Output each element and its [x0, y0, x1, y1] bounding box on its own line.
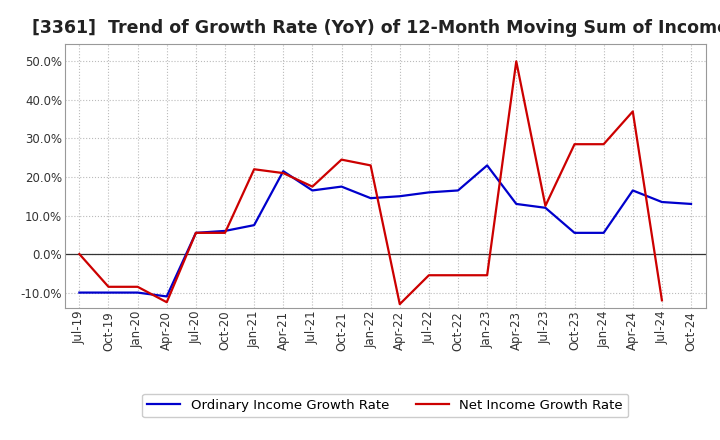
Ordinary Income Growth Rate	[687, 202, 696, 207]
Ordinary Income Growth Rate	[395, 194, 404, 199]
Ordinary Income Growth Rate	[512, 202, 521, 207]
Net Income Growth Rate	[629, 109, 637, 114]
Ordinary Income Growth Rate	[425, 190, 433, 195]
Ordinary Income Growth Rate	[337, 184, 346, 189]
Ordinary Income Growth Rate	[570, 230, 579, 235]
Net Income Growth Rate	[657, 297, 666, 303]
Line: Ordinary Income Growth Rate: Ordinary Income Growth Rate	[79, 165, 691, 297]
Net Income Growth Rate	[133, 284, 142, 290]
Ordinary Income Growth Rate	[629, 188, 637, 193]
Net Income Growth Rate	[395, 301, 404, 307]
Net Income Growth Rate	[512, 59, 521, 64]
Ordinary Income Growth Rate	[192, 230, 200, 235]
Ordinary Income Growth Rate	[599, 230, 608, 235]
Net Income Growth Rate	[104, 284, 113, 290]
Ordinary Income Growth Rate	[279, 169, 287, 174]
Net Income Growth Rate	[220, 230, 229, 235]
Net Income Growth Rate	[163, 300, 171, 305]
Ordinary Income Growth Rate	[104, 290, 113, 295]
Ordinary Income Growth Rate	[163, 294, 171, 299]
Line: Net Income Growth Rate: Net Income Growth Rate	[79, 61, 662, 304]
Ordinary Income Growth Rate	[454, 188, 462, 193]
Net Income Growth Rate	[250, 167, 258, 172]
Net Income Growth Rate	[308, 184, 317, 189]
Net Income Growth Rate	[337, 157, 346, 162]
Ordinary Income Growth Rate	[75, 290, 84, 295]
Ordinary Income Growth Rate	[483, 163, 492, 168]
Net Income Growth Rate	[279, 170, 287, 176]
Net Income Growth Rate	[541, 203, 550, 209]
Ordinary Income Growth Rate	[133, 290, 142, 295]
Net Income Growth Rate	[483, 273, 492, 278]
Legend: Ordinary Income Growth Rate, Net Income Growth Rate: Ordinary Income Growth Rate, Net Income …	[142, 394, 629, 418]
Ordinary Income Growth Rate	[366, 195, 375, 201]
Ordinary Income Growth Rate	[541, 205, 550, 210]
Net Income Growth Rate	[366, 163, 375, 168]
Ordinary Income Growth Rate	[220, 228, 229, 234]
Net Income Growth Rate	[192, 230, 200, 235]
Net Income Growth Rate	[599, 142, 608, 147]
Net Income Growth Rate	[454, 273, 462, 278]
Net Income Growth Rate	[570, 142, 579, 147]
Ordinary Income Growth Rate	[657, 199, 666, 205]
Ordinary Income Growth Rate	[250, 223, 258, 228]
Title: [3361]  Trend of Growth Rate (YoY) of 12-Month Moving Sum of Incomes: [3361] Trend of Growth Rate (YoY) of 12-…	[32, 19, 720, 37]
Net Income Growth Rate	[425, 273, 433, 278]
Ordinary Income Growth Rate	[308, 188, 317, 193]
Net Income Growth Rate	[75, 251, 84, 257]
